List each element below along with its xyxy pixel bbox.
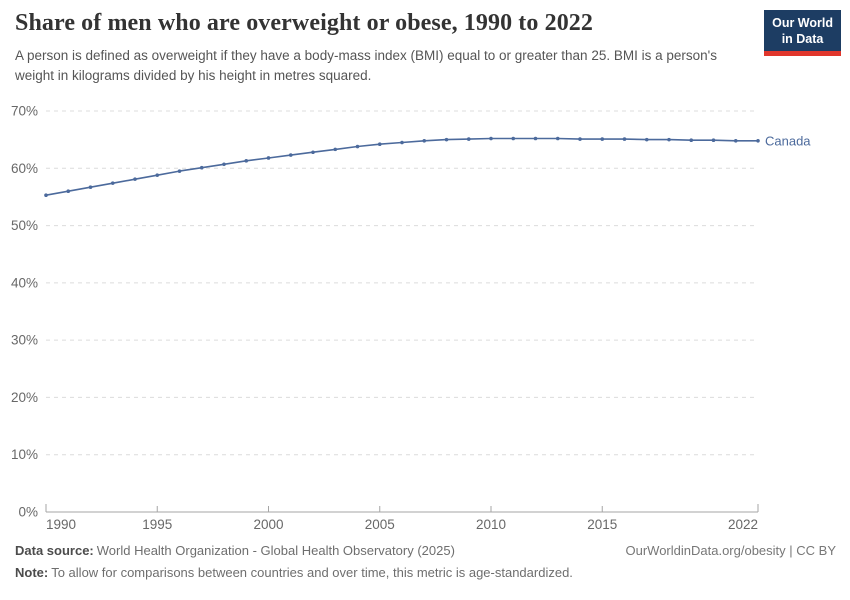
y-tick-label: 70% [11,104,38,119]
x-tick-label: 2022 [728,517,758,532]
line-chart[interactable]: 0% 10% 20% 30% 40% 50% 60% 70% 1990 1995 2000 2005 2… [0,0,850,540]
x-tick-label: 2010 [476,517,506,532]
chart-header: Share of men who are overweight or obese… [15,10,755,87]
data-point[interactable] [533,136,538,141]
owid-logo-line1: Our World [772,16,833,30]
note-text: To allow for comparisons between countri… [51,565,573,580]
data-point[interactable] [756,138,760,143]
data-point[interactable] [177,169,182,173]
y-tick-label: 20% [11,390,38,405]
y-tick-label: 30% [11,333,38,348]
data-point[interactable] [733,138,738,143]
data-point[interactable] [489,136,493,141]
data-point[interactable] [110,181,115,185]
data-point[interactable] [622,137,627,141]
data-point[interactable] [66,189,71,193]
data-point[interactable] [88,185,93,189]
data-point[interactable] [266,156,271,160]
x-tick-label: 2000 [253,517,283,532]
y-tick-label: 60% [11,161,38,176]
data-point[interactable] [466,137,471,141]
data-point[interactable] [644,137,649,142]
chart-footer: Data source: World Health Organization - … [15,543,836,580]
data-source-line: Data source: World Health Organization - … [15,543,455,558]
chart-subtitle: A person is defined as overweight if the… [15,48,717,84]
data-point[interactable] [355,144,360,149]
y-tick-label: 10% [11,447,38,462]
owid-logo-line2: in Data [781,32,824,47]
data-point[interactable] [311,150,315,155]
y-tick-label: 0% [18,505,38,520]
data-point[interactable] [400,140,404,145]
license-link[interactable]: OurWorldinData.org/obesity | CC BY [625,543,837,558]
data-point[interactable] [199,165,204,170]
data-point[interactable] [555,136,560,141]
y-tick-label: 50% [11,218,38,233]
data-point[interactable] [689,138,694,143]
note-line: Note: To allow for comparisons between co… [15,565,836,580]
data-point[interactable] [244,159,249,163]
data-point[interactable] [44,193,48,198]
data-point[interactable] [600,137,605,141]
data-point[interactable] [711,138,716,143]
x-tick-label: 2005 [365,517,395,532]
data-source-text: World Health Organization - Global Healt… [96,543,455,558]
data-point[interactable] [444,137,449,142]
data-point[interactable] [155,173,160,177]
data-point[interactable] [288,153,293,157]
x-tick-label: 1995 [142,517,172,532]
y-tick-label: 40% [11,275,38,290]
data-point[interactable] [511,136,516,141]
data-point[interactable] [667,137,671,142]
data-point[interactable] [422,138,427,143]
x-tick-label: 1990 [46,517,76,532]
series-label-canada[interactable]: Canada [765,133,811,148]
data-point[interactable] [222,162,226,167]
data-point[interactable] [333,147,338,152]
data-point[interactable] [578,137,582,141]
data-point[interactable] [377,142,382,147]
x-tick-label: 2015 [587,517,617,532]
owid-logo[interactable]: Our World in Data [764,10,841,56]
data-point[interactable] [133,177,137,181]
page-title: Share of men who are overweight or obese… [15,10,594,36]
note-label: Note: [15,565,49,580]
trend-line-canada[interactable] [45,137,759,196]
data-source-label: Data source: [15,543,94,558]
